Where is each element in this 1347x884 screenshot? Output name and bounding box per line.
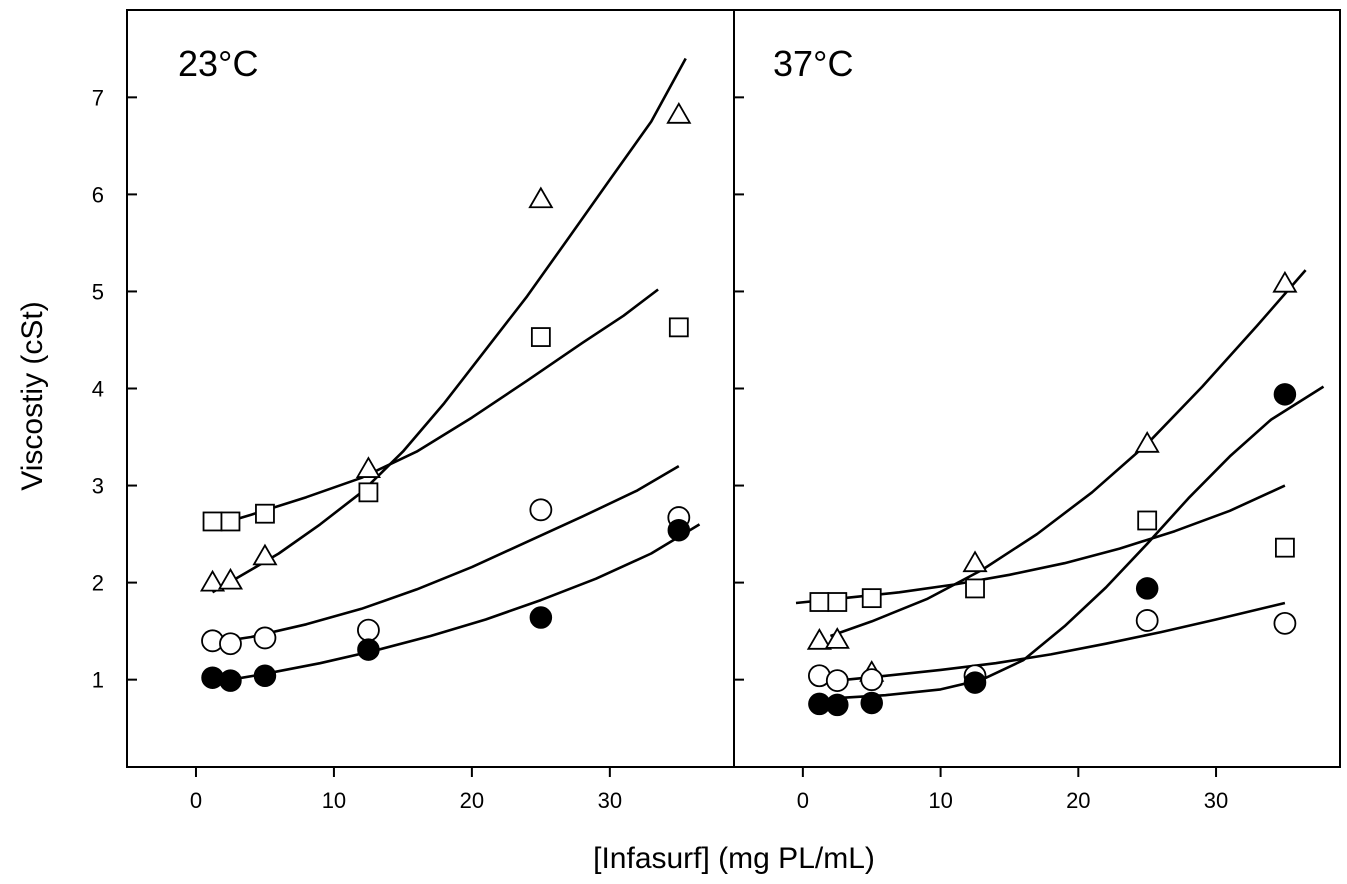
- x-axis-title: [Infasurf] (mg PL/mL): [593, 842, 875, 875]
- data-point-open-triangle: [824, 627, 850, 649]
- fit-curve: [212, 288, 659, 528]
- data-point-open-square: [1137, 510, 1158, 531]
- y-tick-label: 4: [92, 377, 104, 402]
- data-point-open-triangle: [806, 628, 832, 650]
- panel-right: 37°C: [733, 9, 1341, 768]
- data-point-filled-circle: [219, 669, 242, 692]
- data-point-open-triangle: [528, 186, 554, 209]
- data-point-open-square: [202, 511, 223, 532]
- data-point-open-square: [220, 511, 241, 532]
- panel-left-title: 23°C: [178, 43, 258, 84]
- data-point-open-triangle: [1272, 270, 1298, 293]
- data-point-filled-circle: [860, 691, 883, 715]
- fit-curve: [212, 464, 680, 645]
- data-point-open-triangle: [217, 567, 244, 590]
- data-point-open-square: [861, 588, 882, 609]
- y-tick-label: 7: [92, 85, 104, 110]
- y-tick-label: 3: [92, 474, 104, 499]
- data-point-filled-circle: [963, 671, 987, 694]
- data-point-open-triangle: [252, 543, 278, 566]
- fit-curve: [829, 269, 1307, 638]
- x-tick-label: 0: [190, 788, 202, 813]
- fit-curve: [795, 484, 1286, 605]
- data-point-filled-circle: [1273, 383, 1297, 406]
- data-point-filled-circle: [826, 693, 849, 717]
- panel-left: 23°C: [126, 9, 735, 768]
- x-tick-label: 20: [1066, 788, 1090, 813]
- data-point-open-triangle: [1134, 431, 1160, 453]
- data-point-open-triangle: [355, 456, 381, 478]
- data-point-filled-circle: [1135, 577, 1159, 600]
- x-tick-label: 30: [598, 788, 622, 813]
- data-point-open-square: [827, 592, 848, 612]
- fit-curve: [211, 57, 687, 594]
- panel-right-title: 37°C: [773, 43, 853, 84]
- x-tick-label: 30: [1204, 788, 1228, 813]
- data-point-open-circle: [1273, 611, 1297, 635]
- data-point-open-square: [809, 592, 830, 612]
- data-point-open-circle: [219, 632, 242, 656]
- data-point-open-circle: [860, 668, 884, 692]
- y-tick-label: 2: [92, 571, 104, 596]
- data-point-open-square: [668, 317, 689, 338]
- y-axis-title: Viscostiy (cSt): [16, 301, 49, 490]
- data-point-filled-circle: [529, 606, 553, 629]
- data-point-filled-circle: [357, 638, 380, 661]
- data-point-open-circle: [1135, 609, 1159, 632]
- data-point-filled-circle: [253, 664, 277, 688]
- data-point-open-square: [358, 482, 379, 503]
- data-point-open-circle: [529, 498, 553, 522]
- x-tick-label: 10: [928, 788, 952, 813]
- panel-left-frame: [126, 9, 735, 768]
- fit-curve: [837, 385, 1325, 700]
- x-tick-label: 10: [322, 788, 346, 813]
- data-point-open-triangle: [962, 550, 988, 573]
- data-point-open-circle: [825, 669, 849, 693]
- x-tick-label: 20: [460, 788, 484, 813]
- data-point-open-circle: [357, 618, 380, 642]
- data-point-filled-circle: [667, 518, 691, 542]
- fit-curve: [230, 523, 701, 681]
- data-point-open-circle: [253, 626, 277, 650]
- data-point-open-triangle: [199, 569, 226, 592]
- y-tick-label: 6: [92, 182, 104, 207]
- fit-curve: [837, 601, 1286, 682]
- data-point-open-square: [530, 327, 551, 347]
- data-point-open-square: [965, 578, 985, 599]
- data-point-open-square: [255, 503, 275, 524]
- x-tick-label: 0: [797, 788, 809, 813]
- panel-right-frame: [733, 9, 1341, 768]
- data-point-open-triangle: [666, 102, 692, 124]
- data-point-open-square: [1275, 537, 1295, 558]
- y-tick-label: 1: [92, 668, 104, 693]
- y-tick-label: 5: [92, 279, 104, 304]
- chart-marks: 1 2 3 4 5 6 7 0 10 20 30 0 10 20 30: [92, 57, 1325, 813]
